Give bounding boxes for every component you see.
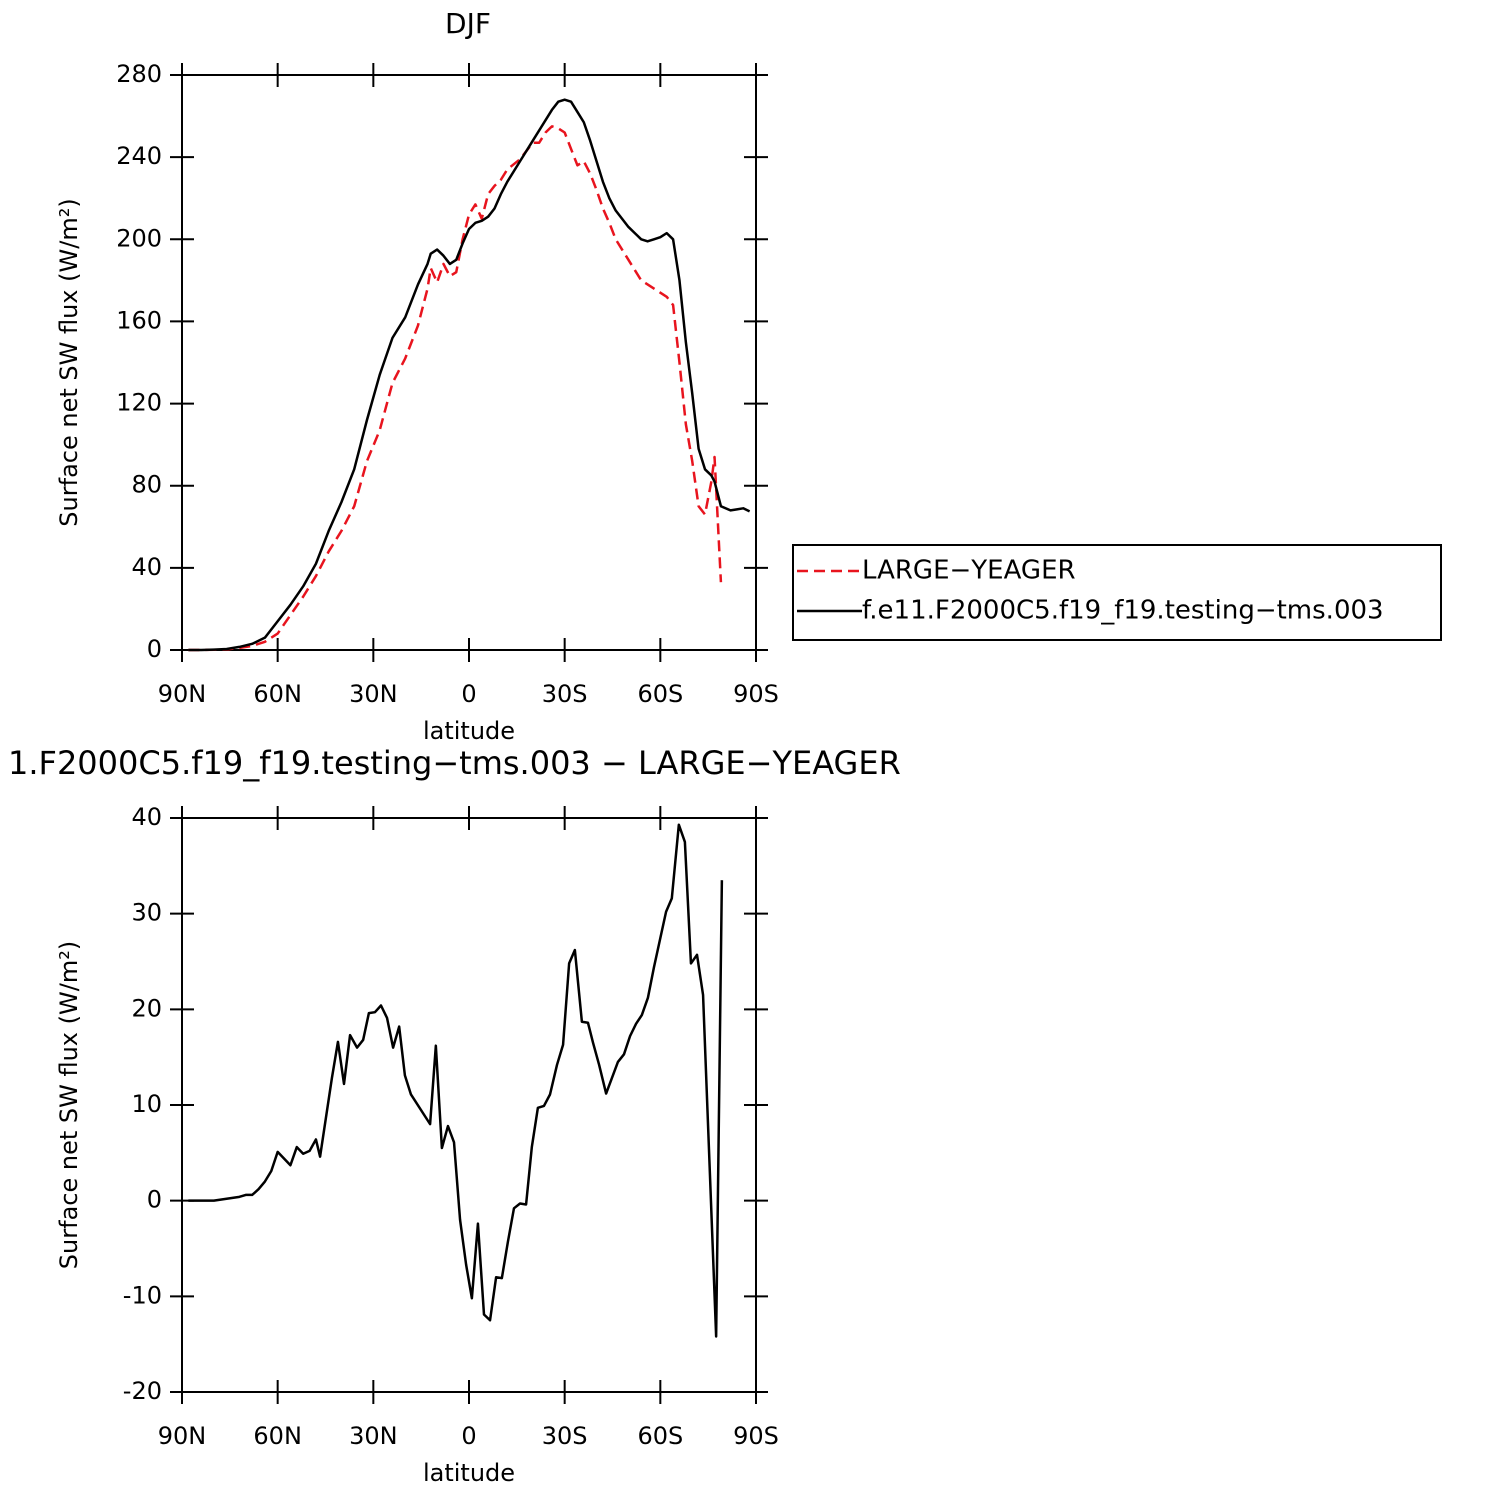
y-axis-label: Surface net SW flux (W/m²) [55, 941, 83, 1269]
y-tick-label: 0 [147, 635, 162, 663]
y-tick-label: 40 [131, 553, 162, 581]
x-tick-label: 60S [637, 1422, 683, 1450]
y-tick-label: -20 [123, 1377, 162, 1405]
x-tick-label: 0 [461, 680, 476, 708]
x-tick-label: 60S [637, 680, 683, 708]
legend-label: LARGE−YEAGER [862, 556, 1076, 586]
x-tick-label: 90S [733, 680, 779, 708]
y-tick-label: 40 [131, 803, 162, 831]
y-tick-label: 120 [116, 389, 162, 417]
x-tick-label: 30N [349, 680, 398, 708]
y-tick-label: 160 [116, 306, 162, 334]
plot-frame [181, 74, 757, 651]
data-line [188, 823, 724, 1338]
y-tick-label: 0 [147, 1186, 162, 1214]
y-tick-label: 280 [116, 60, 162, 88]
y-tick-label: 20 [131, 994, 162, 1022]
y-tick-label: 80 [131, 471, 162, 499]
x-tick-label: 90S [733, 1422, 779, 1450]
x-tick-label: 90N [158, 680, 207, 708]
chart-title: DJF [445, 7, 491, 40]
x-tick-label: 30N [349, 1422, 398, 1450]
x-tick-label: 60N [253, 1422, 302, 1450]
legend-label: f.e11.F2000C5.f19_f19.testing−tms.003 [862, 596, 1384, 626]
x-tick-label: 30S [542, 1422, 588, 1450]
x-axis-label: latitude [423, 717, 515, 745]
y-tick-label: 240 [116, 142, 162, 170]
chart-title: 1.F2000C5.f19_f19.testing−tms.003 − LARG… [8, 744, 901, 782]
x-tick-label: 0 [461, 1422, 476, 1450]
data-line [188, 125, 723, 652]
x-tick-label: 90N [158, 1422, 207, 1450]
x-tick-label: 60N [253, 680, 302, 708]
x-axis-label: latitude [423, 1459, 515, 1487]
legend-box [792, 544, 1442, 641]
y-tick-label: -10 [123, 1281, 162, 1309]
y-axis-label: Surface net SW flux (W/m²) [55, 198, 83, 526]
y-tick-label: 30 [131, 899, 162, 927]
x-tick-label: 30S [542, 680, 588, 708]
y-tick-label: 10 [131, 1090, 162, 1118]
plot-frame [181, 817, 757, 1393]
data-line [188, 98, 751, 652]
y-tick-label: 200 [116, 224, 162, 252]
